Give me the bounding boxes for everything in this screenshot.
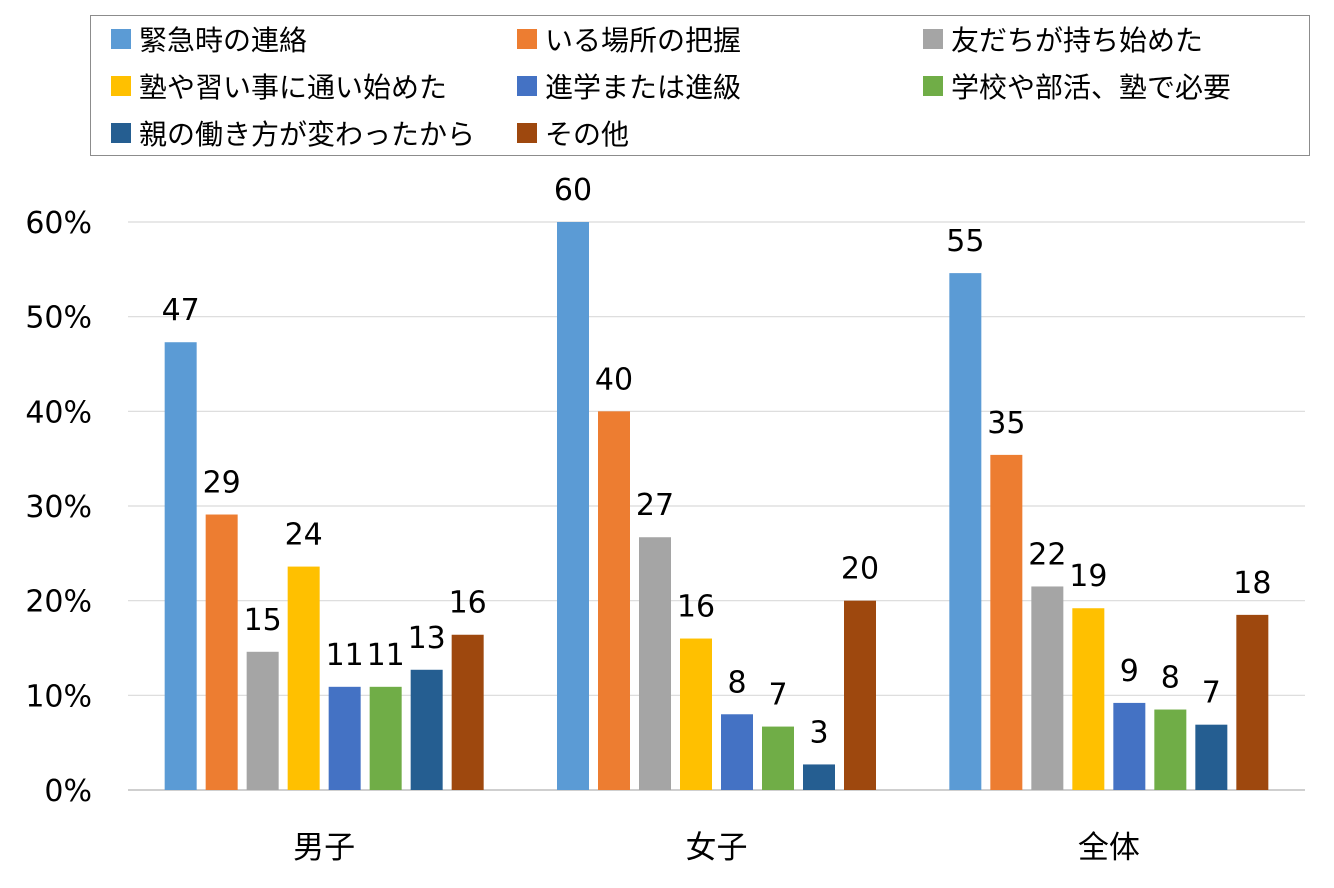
y-tick-label: 20%	[25, 585, 92, 620]
x-tick-label: 全体	[1078, 830, 1140, 866]
data-label: 47	[162, 293, 200, 328]
legend-label: 緊急時の連絡	[139, 24, 308, 57]
bar	[680, 638, 712, 790]
data-label: 9	[1120, 654, 1139, 689]
bar	[1236, 614, 1269, 790]
data-label: 60	[554, 173, 592, 208]
data-label: 27	[636, 488, 674, 523]
bar	[803, 764, 835, 790]
x-tick-label: 女子	[686, 830, 748, 866]
legend-swatch	[111, 123, 131, 143]
legend-label: いる場所の把握	[545, 24, 742, 57]
legend-item: 友だちが持ち始めた	[923, 19, 1203, 59]
legend-label: 学校や部活、塾で必要	[951, 71, 1232, 104]
legend-label: 友だちが持ち始めた	[951, 24, 1204, 57]
data-label: 15	[244, 603, 282, 638]
data-label: 16	[677, 590, 715, 625]
legend-label: 親の働き方が変わったから	[139, 118, 476, 151]
data-label: 22	[1028, 537, 1066, 572]
legend-item: いる場所の把握	[517, 19, 741, 59]
legend-swatch	[111, 29, 131, 49]
legend-swatch	[517, 123, 537, 143]
bar	[1154, 709, 1187, 790]
data-label: 35	[987, 406, 1025, 441]
bar	[164, 342, 197, 790]
y-tick-label: 0%	[44, 774, 92, 809]
bar	[598, 411, 630, 790]
data-label: 16	[449, 586, 487, 621]
legend-item: 進学または進級	[517, 66, 741, 106]
data-label: 11	[326, 638, 364, 673]
data-label: 29	[203, 466, 241, 501]
bar	[246, 651, 279, 790]
data-label: 18	[1233, 566, 1271, 601]
data-label: 20	[841, 552, 879, 587]
bar	[721, 714, 753, 790]
bar	[990, 454, 1023, 790]
data-label: 8	[727, 665, 746, 700]
data-label: 11	[367, 638, 405, 673]
legend-swatch	[517, 76, 537, 96]
legend-item: 緊急時の連絡	[111, 19, 307, 59]
bar	[1113, 702, 1146, 790]
x-tick-label: 男子	[293, 830, 355, 866]
y-tick-label: 10%	[25, 679, 92, 714]
legend-item: 親の働き方が変わったから	[111, 113, 475, 153]
legend-label: 塾や習い事に通い始めた	[139, 71, 448, 104]
bar	[949, 273, 982, 790]
bar	[639, 537, 671, 790]
legend-swatch	[517, 29, 537, 49]
bar	[1072, 608, 1105, 790]
bar	[557, 222, 589, 790]
legend-swatch	[923, 29, 943, 49]
legend-swatch	[923, 76, 943, 96]
legend-item: 学校や部活、塾で必要	[923, 66, 1231, 106]
data-label: 7	[1202, 676, 1221, 711]
data-label: 7	[768, 678, 787, 713]
bar	[205, 514, 238, 790]
bar	[287, 566, 320, 790]
legend-swatch	[111, 76, 131, 96]
bar	[410, 669, 443, 790]
legend-label: その他	[545, 118, 630, 151]
data-label: 55	[946, 224, 984, 259]
bar	[1195, 724, 1228, 790]
legend: 緊急時の連絡 いる場所の把握 友だちが持ち始めた塾や習い事に通い始めた 進学または進級…	[90, 15, 1310, 156]
data-label: 40	[595, 362, 633, 397]
y-tick-label: 50%	[25, 301, 92, 336]
bar	[328, 686, 361, 790]
bar	[844, 600, 876, 790]
y-tick-label: 60%	[25, 206, 92, 241]
bar	[762, 726, 794, 790]
legend-label: 進学または進級	[545, 71, 742, 104]
bar	[369, 686, 402, 790]
bar	[1031, 586, 1064, 790]
y-tick-label: 30%	[25, 490, 92, 525]
legend-item: その他	[517, 113, 629, 153]
legend-item: 塾や習い事に通い始めた	[111, 66, 447, 106]
data-label: 13	[408, 621, 446, 656]
data-label: 24	[285, 518, 323, 553]
y-tick-label: 40%	[25, 395, 92, 430]
data-label: 19	[1069, 559, 1107, 594]
data-label: 3	[809, 715, 828, 750]
data-label: 8	[1161, 661, 1180, 696]
bar	[451, 634, 484, 790]
